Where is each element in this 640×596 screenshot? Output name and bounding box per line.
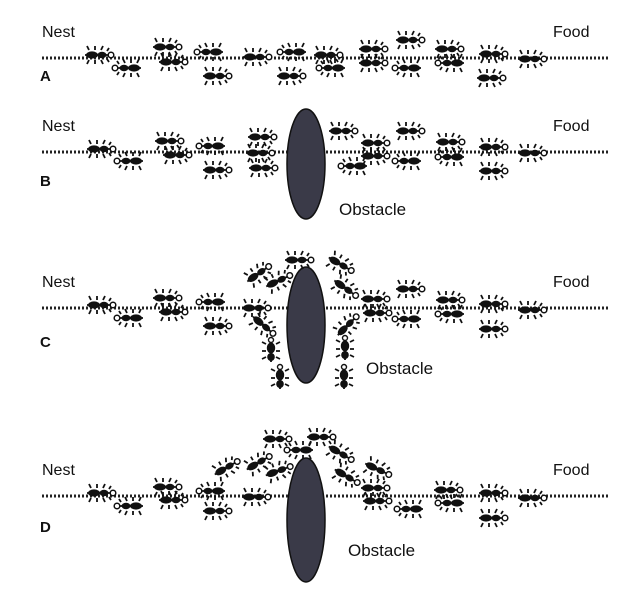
obstacle-label: Obstacle <box>366 359 433 378</box>
ant-icon <box>276 66 307 86</box>
ant-icon <box>517 143 548 163</box>
ant-icon <box>284 250 315 270</box>
ant-icon <box>113 496 144 516</box>
ant-icon <box>152 288 183 308</box>
ant-icon <box>241 487 272 507</box>
ant-icon <box>329 460 366 493</box>
ant-icon <box>434 147 465 167</box>
ant-icon <box>478 319 509 339</box>
ant-icon <box>360 146 391 166</box>
obstacle-ellipse <box>286 457 326 583</box>
ant-icon <box>158 490 189 510</box>
ant-icon <box>111 58 142 78</box>
ant-icon <box>247 127 278 147</box>
ant-icon <box>393 499 424 519</box>
ant-icon <box>162 145 193 165</box>
obstacle-label: Obstacle <box>339 200 406 219</box>
food-label: Food <box>553 118 589 135</box>
ant-icon <box>113 151 144 171</box>
ant-icon <box>202 160 233 180</box>
panel-a: Nest Food A <box>40 24 608 88</box>
ant-icon <box>391 151 422 171</box>
ant-icon <box>86 483 117 503</box>
ant-icon <box>434 493 465 513</box>
food-label: Food <box>553 462 589 479</box>
obstacle-ellipse <box>286 266 326 384</box>
ant-icon <box>202 316 233 336</box>
ant-icon <box>242 47 273 67</box>
ant-icon <box>478 161 509 181</box>
ant-icon <box>433 480 464 500</box>
ant-icon <box>262 429 293 449</box>
panel-letter: D <box>40 519 51 536</box>
ant-icon <box>84 45 115 65</box>
ant-icon <box>193 42 224 62</box>
ant-icon <box>391 58 422 78</box>
ant-icon <box>270 363 290 390</box>
ant-icon <box>478 137 509 157</box>
ant-icon <box>245 143 276 163</box>
ant-icon <box>478 508 509 528</box>
panel-letter: C <box>40 334 51 351</box>
ant-icon <box>202 501 233 521</box>
ant-icon <box>283 440 314 460</box>
ant-icon <box>358 53 389 73</box>
panel-c: Nest Food Obstacle C <box>40 248 608 390</box>
panel-letter: A <box>40 68 51 85</box>
ant-icon <box>435 132 466 152</box>
obstacle-label: Obstacle <box>348 541 415 560</box>
ant-icon <box>335 334 355 361</box>
food-label: Food <box>553 274 589 291</box>
ant-icon <box>334 363 354 390</box>
ant-icon <box>434 304 465 324</box>
ant-icon <box>86 139 117 159</box>
ant-icon <box>241 298 272 318</box>
ant-icon <box>306 427 337 447</box>
nest-label: Nest <box>42 462 75 479</box>
ant-icon <box>517 488 548 508</box>
ant-icon <box>158 302 189 322</box>
ant-icon <box>261 336 281 363</box>
ant-icon <box>86 295 117 315</box>
obstacle-ellipse <box>286 108 326 220</box>
ant-icon <box>478 44 509 64</box>
ant-icon <box>478 483 509 503</box>
ant-icon <box>152 477 183 497</box>
ant-icon <box>434 53 465 73</box>
ant-icon <box>328 272 365 306</box>
ant-icon <box>337 156 368 176</box>
ant-icon <box>517 300 548 320</box>
ant-icon <box>476 68 507 88</box>
ant-icon <box>330 307 366 343</box>
ant-icon <box>517 49 548 69</box>
panel-letter: B <box>40 173 51 190</box>
nest-label: Nest <box>42 24 75 41</box>
nest-label: Nest <box>42 274 75 291</box>
panel-b: Nest Food Obstacle B <box>40 108 608 220</box>
ant-icon <box>395 121 426 141</box>
panel-d: Nest Food Obstacle D <box>40 427 608 583</box>
ant-icon <box>395 30 426 50</box>
ant-icon <box>113 308 144 328</box>
ant-icon <box>395 279 426 299</box>
ant-icon <box>328 121 359 141</box>
ant-icon <box>391 309 422 329</box>
ant-icon <box>434 39 465 59</box>
ant-icon <box>478 294 509 314</box>
ant-icon <box>209 451 246 484</box>
ant-icon <box>158 52 189 72</box>
nest-label: Nest <box>42 118 75 135</box>
ant-icon <box>360 133 391 153</box>
ant-icon <box>358 39 389 59</box>
ant-icon <box>202 66 233 86</box>
food-label: Food <box>553 24 589 41</box>
